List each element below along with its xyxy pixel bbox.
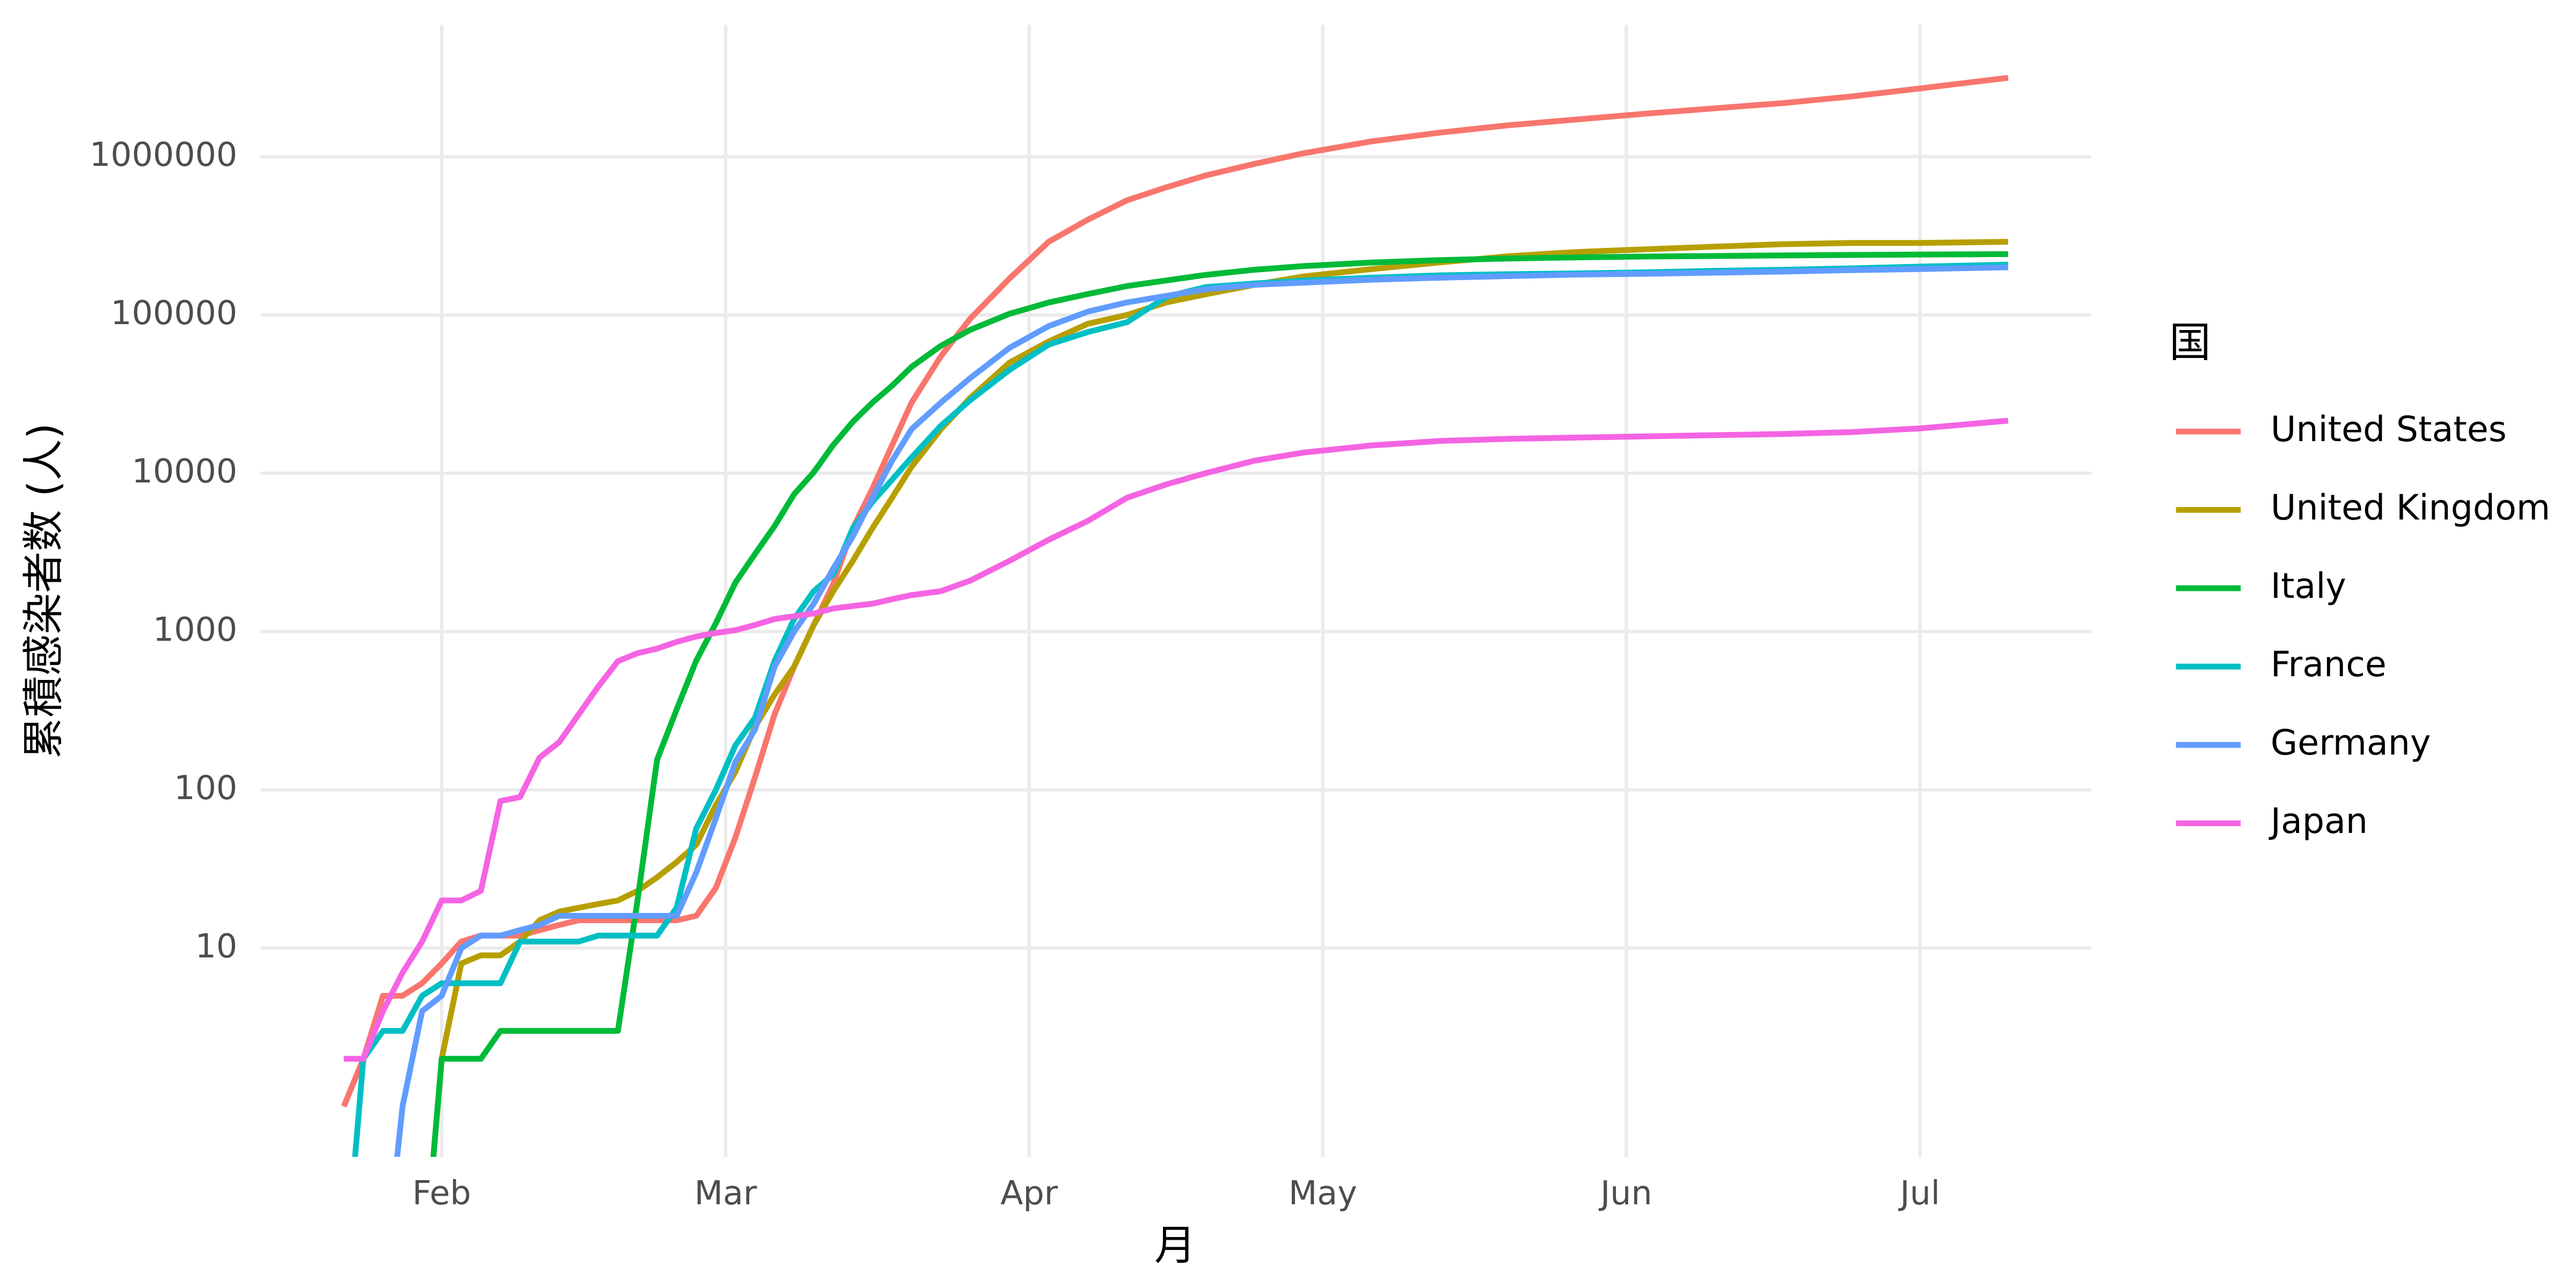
legend-label: France bbox=[2271, 645, 2387, 685]
legend-label: Japan bbox=[2268, 801, 2368, 841]
grid bbox=[260, 25, 2091, 1157]
series-line bbox=[430, 239, 2008, 1157]
legend-title: 国 bbox=[2169, 318, 2211, 367]
legend-label: United States bbox=[2271, 409, 2507, 450]
x-tick-label: Jul bbox=[1898, 1174, 1940, 1212]
ticks: 10 100 1000 10000 100000 1000000 Feb Mar Apr May J… bbox=[90, 135, 1940, 1212]
x-axis-title: 月 bbox=[1154, 1221, 1196, 1270]
y-tick-label: 10000 bbox=[132, 452, 238, 491]
y-axis-title: 累積感染者数 (人) bbox=[20, 423, 68, 759]
legend-label: Germany bbox=[2271, 723, 2431, 763]
y-tick-label: 100000 bbox=[111, 294, 237, 332]
series-line bbox=[394, 264, 2008, 1157]
y-tick-label: 1000 bbox=[153, 610, 237, 649]
lines bbox=[341, 75, 2009, 1157]
y-tick-label: 1000000 bbox=[90, 135, 237, 174]
y-tick-label: 10 bbox=[195, 927, 238, 965]
series-line bbox=[343, 418, 2009, 1062]
x-tick-label: Mar bbox=[694, 1174, 757, 1212]
legend: United States United Kingdom Italy France Ge… bbox=[2176, 409, 2550, 841]
x-tick-label: Apr bbox=[1000, 1174, 1058, 1212]
series-line bbox=[341, 75, 2009, 1108]
series-line bbox=[352, 261, 2008, 1157]
y-tick-label: 100 bbox=[174, 769, 237, 807]
x-tick-label: Feb bbox=[412, 1174, 471, 1212]
x-tick-label: Jun bbox=[1598, 1174, 1652, 1212]
series-line bbox=[430, 251, 2008, 1157]
legend-label: United Kingdom bbox=[2271, 488, 2550, 528]
legend-label: Italy bbox=[2271, 566, 2346, 606]
x-tick-label: May bbox=[1289, 1174, 1357, 1212]
